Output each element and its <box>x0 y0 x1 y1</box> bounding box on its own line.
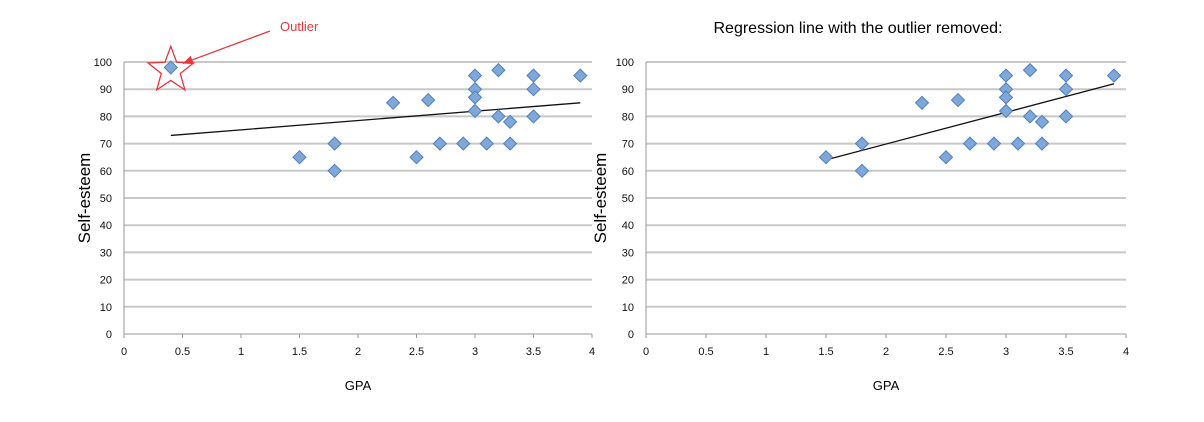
y-tick-label: 20 <box>100 275 112 287</box>
data-point <box>163 60 179 75</box>
x-tick-label: 0 <box>643 346 649 358</box>
x-tick-label: 2.5 <box>938 346 953 358</box>
x-tick-label: 0.5 <box>698 346 713 358</box>
x-axis-title: GPA <box>873 378 900 393</box>
y-tick-label: 90 <box>100 84 112 96</box>
data-point <box>573 68 588 83</box>
data-point <box>854 136 870 151</box>
data-point <box>502 136 518 151</box>
chart-title: Regression line with the outlier removed… <box>713 20 1002 37</box>
y-tick-label: 20 <box>622 275 634 287</box>
data-point <box>292 149 307 165</box>
x-tick-label: 1 <box>763 346 769 358</box>
data-point <box>998 90 1014 105</box>
data-point <box>526 81 541 97</box>
data-point <box>491 109 506 124</box>
data-point <box>998 103 1014 119</box>
chart-left-with-outlier: 0 10 20 30 40 50 60 70 80 90 100 0 0.5 1 1.5 2 2.5 3 3.5 4 G… <box>75 19 595 393</box>
data-point <box>526 68 541 83</box>
y-axis-title: Self-esteem <box>75 153 94 244</box>
data-point <box>1058 81 1074 97</box>
x-tick-label: 1.5 <box>292 346 307 358</box>
x-tick-label: 2 <box>355 346 361 358</box>
x-tick-label: 3.5 <box>1058 346 1073 358</box>
data-point <box>1106 68 1122 83</box>
data-point <box>409 149 424 165</box>
outlier-arrow <box>182 30 271 65</box>
data-point <box>1022 62 1038 78</box>
x-tick-label: 4 <box>589 346 595 358</box>
y-tick-label: 60 <box>100 166 112 178</box>
data-point <box>491 62 506 78</box>
x-tick-label: 3.5 <box>526 346 541 358</box>
regression-line <box>825 83 1115 161</box>
y-tick-label: 50 <box>622 193 634 205</box>
data-point <box>420 92 436 108</box>
outlier-arrow-head-icon <box>182 55 194 65</box>
data-point <box>1022 109 1038 124</box>
x-tick-label: 3 <box>1003 346 1009 358</box>
y-tick-label: 30 <box>622 247 634 259</box>
data-point <box>1058 68 1074 83</box>
y-tick-label: 40 <box>100 220 112 232</box>
data-point <box>327 136 342 151</box>
x-tick-label: 2 <box>883 346 889 358</box>
data-point <box>467 68 483 83</box>
y-tick-label: 70 <box>100 139 112 151</box>
data-point <box>479 136 494 151</box>
y-tick-label: 0 <box>106 329 112 341</box>
x-tick-label: 3 <box>472 346 478 358</box>
data-point <box>1034 114 1050 130</box>
y-tick-label: 10 <box>100 302 112 314</box>
data-point <box>818 149 834 165</box>
y-tick-label: 90 <box>622 84 634 96</box>
data-point <box>467 103 483 119</box>
x-tick-label: 4 <box>1123 346 1129 358</box>
y-tick-label: 80 <box>100 111 112 123</box>
data-point <box>962 136 978 151</box>
data-point <box>854 163 870 179</box>
y-tick-label: 100 <box>616 57 634 69</box>
y-tick-label: 30 <box>100 247 112 259</box>
y-tick-label: 0 <box>628 329 634 341</box>
data-point <box>502 114 518 130</box>
y-tick-label: 40 <box>622 220 634 232</box>
data-point <box>998 68 1014 83</box>
data-point <box>456 136 471 151</box>
y-tick-label: 60 <box>622 166 634 178</box>
y-axis-title: Self-esteem <box>591 153 610 244</box>
data-point <box>1058 109 1074 124</box>
data-point <box>526 109 541 124</box>
x-axis-title: GPA <box>345 378 372 393</box>
data-point <box>938 149 954 165</box>
x-tick-label: 1.5 <box>818 346 833 358</box>
outlier-annotation-label: Outlier <box>280 19 319 34</box>
y-tick-label: 80 <box>622 111 634 123</box>
x-tick-label: 1 <box>238 346 244 358</box>
chart-right-outlier-removed: 0 10 20 30 40 50 60 70 80 90 100 0 0.5 1 1.5 2 2.5 3 3.5 4 G… <box>591 20 1129 393</box>
data-point <box>467 90 483 105</box>
y-tick-label: 10 <box>622 302 634 314</box>
data-point <box>986 136 1002 151</box>
y-tick-label: 70 <box>622 139 634 151</box>
data-point <box>385 95 401 111</box>
x-tick-label: 2.5 <box>409 346 424 358</box>
data-point <box>1034 136 1050 151</box>
y-tick-label: 50 <box>100 193 112 205</box>
data-point <box>327 163 342 179</box>
data-point <box>914 95 930 111</box>
y-tick-label: 100 <box>94 57 112 69</box>
data-point <box>1010 136 1026 151</box>
x-tick-label: 0 <box>121 346 127 358</box>
data-point <box>432 136 448 151</box>
x-tick-label: 0.5 <box>175 346 190 358</box>
regression-line <box>170 102 581 137</box>
data-point <box>950 92 966 108</box>
